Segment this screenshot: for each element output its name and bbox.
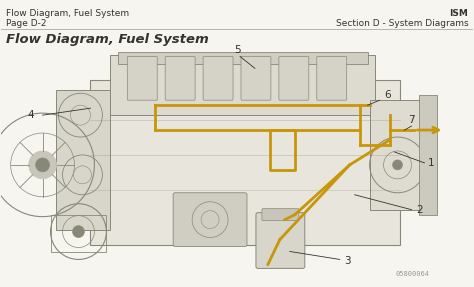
Text: Section D - System Diagrams: Section D - System Diagrams (336, 19, 468, 28)
Text: 4: 4 (27, 110, 34, 120)
Text: ISM: ISM (449, 9, 468, 18)
Circle shape (73, 226, 84, 238)
FancyBboxPatch shape (256, 213, 305, 268)
FancyBboxPatch shape (110, 55, 374, 115)
FancyBboxPatch shape (91, 80, 400, 245)
Text: 6: 6 (384, 90, 391, 100)
FancyBboxPatch shape (165, 57, 195, 100)
FancyBboxPatch shape (241, 57, 271, 100)
FancyBboxPatch shape (317, 57, 346, 100)
FancyBboxPatch shape (279, 57, 309, 100)
Text: 2: 2 (416, 205, 423, 215)
FancyBboxPatch shape (203, 57, 233, 100)
FancyBboxPatch shape (262, 209, 299, 221)
Text: 05800064: 05800064 (395, 271, 429, 277)
FancyBboxPatch shape (173, 193, 247, 247)
Bar (419, 95, 438, 215)
Text: 5: 5 (235, 45, 241, 55)
FancyBboxPatch shape (55, 90, 110, 230)
Circle shape (28, 151, 56, 179)
Circle shape (392, 160, 402, 170)
Text: 7: 7 (408, 115, 415, 125)
Text: 1: 1 (428, 158, 435, 168)
FancyBboxPatch shape (118, 53, 368, 64)
Text: 3: 3 (345, 256, 351, 266)
Text: Flow Diagram, Fuel System: Flow Diagram, Fuel System (6, 9, 129, 18)
FancyBboxPatch shape (128, 57, 157, 100)
FancyBboxPatch shape (370, 100, 424, 210)
Circle shape (36, 158, 50, 172)
Text: Page D-2: Page D-2 (6, 19, 46, 28)
Text: Flow Diagram, Fuel System: Flow Diagram, Fuel System (6, 32, 209, 46)
